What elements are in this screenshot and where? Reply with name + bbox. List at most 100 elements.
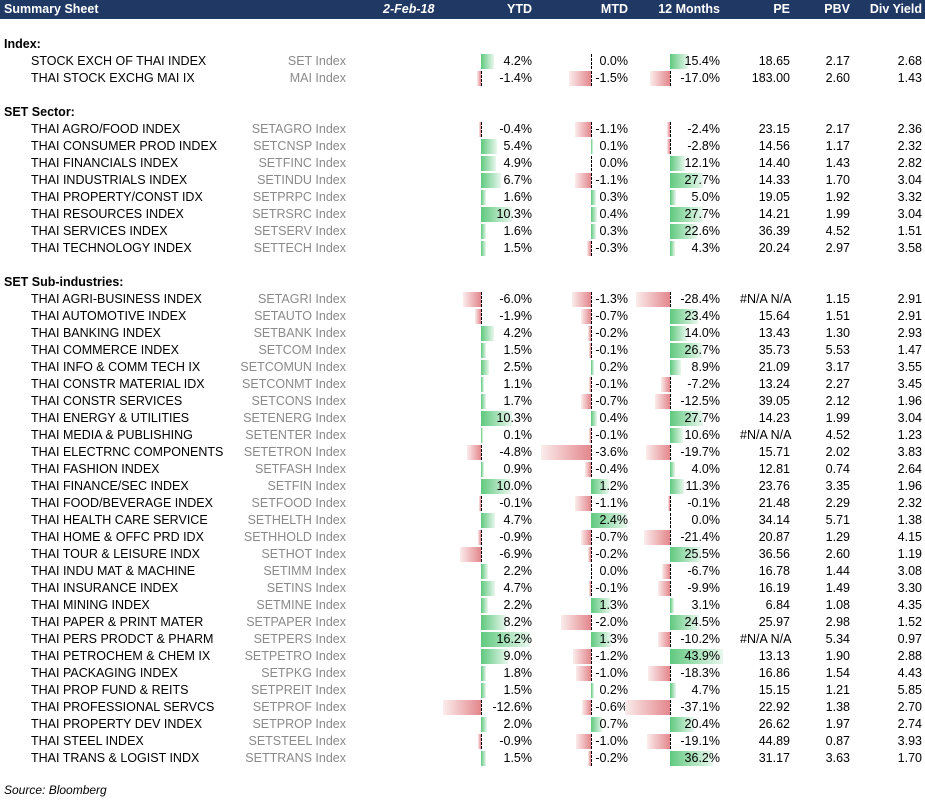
m12-axis	[670, 377, 671, 392]
m12-databar	[670, 309, 699, 324]
m12-value: -19.1%	[680, 734, 720, 748]
ticker: SET Index	[287, 54, 346, 68]
ytd-value: 9.0%	[503, 649, 533, 663]
table-row: THAI PROP FUND & REITS SETPREIT Index 1.5%…	[0, 682, 925, 699]
ytd-databar	[481, 54, 494, 69]
ytd-databar	[481, 479, 511, 494]
pe-value: 15.64	[758, 309, 790, 323]
ytd-axis	[481, 496, 482, 511]
m12-axis	[670, 734, 671, 749]
section-title: SET Sector:	[4, 105, 75, 119]
ytd-value: 4.7%	[503, 581, 533, 595]
pe-value: 14.23	[758, 411, 790, 425]
ytd-value: 8.2%	[503, 615, 533, 629]
ytd-databar	[481, 377, 485, 392]
index-name: THAI TECHNOLOGY INDEX	[31, 241, 192, 255]
m12-value: 4.3%	[691, 241, 721, 255]
mtd-axis	[591, 122, 592, 137]
mtd-value: -0.7%	[595, 309, 628, 323]
m12-databar	[657, 632, 670, 647]
div-yield-value: 3.45	[897, 377, 922, 391]
m12-value: 4.0%	[691, 462, 721, 476]
mtd-databar	[574, 173, 591, 188]
pe-value: 15.71	[758, 445, 790, 459]
mtd-databar	[580, 309, 591, 324]
ytd-databar	[481, 394, 487, 409]
table-row: THAI PROPERTY DEV INDEX SETPROP Index 2.0%…	[0, 716, 925, 733]
col-ytd: YTD	[507, 2, 532, 16]
ytd-databar	[481, 207, 512, 222]
table-row: THAI BANKING INDEX SETBANK Index 4.2% -0.2%…	[0, 325, 925, 342]
table-row: THAI PACKAGING INDEX SETPKG Index 1.8% -1.0…	[0, 665, 925, 682]
pe-value: 14.33	[758, 173, 790, 187]
ytd-databar	[479, 496, 481, 511]
mtd-databar	[591, 360, 594, 375]
m12-value: -7.2%	[687, 377, 720, 391]
pe-value: 16.86	[758, 666, 790, 680]
index-name: THAI RESOURCES INDEX	[31, 207, 184, 221]
mtd-value: -0.7%	[595, 530, 628, 544]
m12-value: -18.3%	[680, 666, 720, 680]
m12-value: 24.5%	[684, 615, 720, 629]
ytd-databar	[478, 530, 481, 545]
ticker: SETSERV Index	[253, 224, 346, 238]
ytd-value: 10.0%	[496, 479, 532, 493]
m12-databar	[666, 139, 670, 154]
ytd-databar	[481, 649, 508, 664]
mtd-value: 2.4%	[599, 513, 629, 527]
div-yield-value: 1.70	[897, 751, 922, 765]
pe-value: 13.13	[758, 649, 790, 663]
mtd-databar	[591, 479, 609, 494]
m12-axis	[670, 564, 671, 579]
sheet-title: Summary Sheet	[4, 2, 99, 16]
mtd-axis	[591, 428, 592, 443]
pbv-value: 1.70	[825, 173, 850, 187]
table-row: THAI ELECTRNC COMPONENTS SETETRON Index -4…	[0, 444, 925, 461]
index-name: THAI PETROCHEM & CHEM IX	[31, 649, 211, 663]
div-yield-value: 2.93	[897, 326, 922, 340]
m12-axis	[670, 445, 671, 460]
col-mtd: MTD	[600, 2, 628, 16]
mtd-value: -1.0%	[595, 666, 628, 680]
table-row: THAI PAPER & PRINT MATER SETPAPER Index 8.…	[0, 614, 925, 631]
ytd-axis	[481, 530, 482, 545]
m12-databar	[670, 717, 695, 732]
m12-databar	[670, 462, 675, 477]
m12-databar	[670, 190, 676, 205]
index-name: THAI STEEL INDEX	[31, 734, 144, 748]
ytd-value: -4.8%	[499, 445, 532, 459]
ytd-databar	[481, 632, 530, 647]
index-name: THAI PROPERTY/CONST IDX	[31, 190, 203, 204]
mtd-databar	[568, 71, 591, 86]
m12-axis	[670, 139, 671, 154]
table-row: THAI AGRO/FOOD INDEX SETAGRO Index -0.4% -1…	[0, 121, 925, 138]
pbv-value: 2.17	[825, 54, 850, 68]
pe-value: 18.65	[758, 54, 790, 68]
div-yield-value: 2.32	[897, 496, 922, 510]
m12-axis	[670, 71, 671, 86]
m12-value: -37.1%	[680, 700, 720, 714]
m12-value: 10.6%	[684, 428, 720, 442]
pe-value: 13.43	[758, 326, 790, 340]
index-name: THAI PROP FUND & REITS	[31, 683, 189, 697]
ytd-databar	[481, 666, 487, 681]
mtd-value: 0.3%	[599, 224, 629, 238]
pe-value: 21.48	[758, 496, 790, 510]
mtd-axis	[591, 343, 592, 358]
ticker: SETHOT Index	[261, 547, 346, 561]
table-row: THAI FINANCIALS INDEX SETFINC Index 4.9% 0.…	[0, 155, 925, 172]
ytd-databar	[479, 122, 481, 137]
mtd-value: -0.1%	[595, 581, 628, 595]
m12-axis	[670, 581, 671, 596]
div-yield-value: 1.19	[897, 547, 922, 561]
ytd-databar	[478, 734, 481, 749]
index-name: THAI PERS PRODCT & PHARM	[31, 632, 214, 646]
ytd-databar	[481, 411, 512, 426]
ticker: MAI Index	[289, 71, 346, 85]
mtd-axis	[591, 54, 592, 69]
m12-databar	[670, 479, 684, 494]
ytd-databar	[476, 71, 481, 86]
ytd-databar	[481, 564, 488, 579]
div-yield-value: 3.32	[897, 190, 922, 204]
m12-databar	[670, 683, 676, 698]
